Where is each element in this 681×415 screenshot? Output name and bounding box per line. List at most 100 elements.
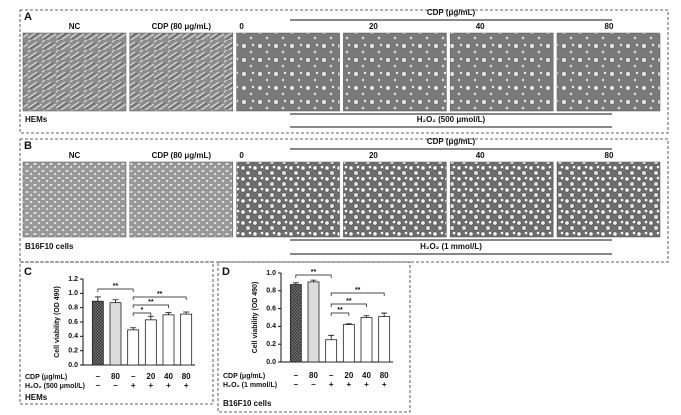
column-header: CDP (80 μg/mL) bbox=[152, 22, 212, 31]
y-tick-label: 1.0 bbox=[266, 270, 276, 277]
significance-label: ** bbox=[157, 291, 163, 298]
y-axis-label: Cell viability (OD 490) bbox=[252, 282, 259, 354]
significance-label: ** bbox=[148, 299, 154, 306]
micrograph bbox=[343, 32, 447, 112]
micrograph bbox=[22, 32, 127, 112]
cdp-header: CDP (μg/mL) bbox=[427, 8, 476, 17]
significance-bracket bbox=[330, 292, 385, 296]
y-tick-label: 0.2 bbox=[68, 348, 78, 355]
column-header: NC bbox=[69, 151, 81, 160]
bar bbox=[325, 339, 338, 363]
bar bbox=[180, 313, 193, 366]
column-header: 80 bbox=[605, 151, 614, 160]
bar bbox=[109, 302, 122, 366]
cell-line: B16F10 cells bbox=[223, 399, 272, 408]
cell-line: B16F10 cells bbox=[25, 242, 74, 251]
column-header: 40 bbox=[476, 22, 485, 31]
y-tick-label: 1.2 bbox=[68, 276, 78, 283]
panel-box bbox=[217, 261, 411, 413]
bar bbox=[289, 284, 302, 363]
bar bbox=[378, 316, 391, 363]
error-bar bbox=[345, 323, 352, 325]
significance-bracket bbox=[132, 296, 187, 300]
row-label: H₂O₂ (500 μmol/L) bbox=[25, 383, 85, 390]
error-bar bbox=[381, 312, 388, 317]
column-header: 40 bbox=[476, 151, 485, 160]
error-bar bbox=[147, 315, 154, 320]
cdp-dose: – bbox=[329, 371, 334, 380]
cdp-dose: 80 bbox=[380, 371, 389, 380]
error-bar bbox=[94, 296, 101, 302]
cdp-header: CDP (μg/mL) bbox=[427, 137, 476, 146]
y-tick-label: 0.6 bbox=[68, 319, 78, 326]
y-tick-label: 0.6 bbox=[266, 305, 276, 312]
y-tick-label: 1.0 bbox=[68, 290, 78, 297]
significance-label: ** bbox=[311, 269, 317, 276]
cell-line: HEMs bbox=[25, 115, 48, 124]
bar bbox=[162, 314, 175, 366]
h2o2-flag: + bbox=[131, 381, 136, 390]
micrograph bbox=[343, 161, 447, 238]
column-header: CDP (80 μg/mL) bbox=[152, 151, 212, 160]
column-header: 0 bbox=[239, 22, 244, 31]
h2o2-flag: – bbox=[311, 380, 316, 389]
cdp-dose: 80 bbox=[111, 372, 120, 381]
micrograph bbox=[449, 32, 554, 112]
error-bar bbox=[310, 279, 317, 282]
significance-bracket bbox=[295, 274, 332, 278]
significance-bracket bbox=[330, 312, 350, 316]
significance-bracket bbox=[132, 312, 152, 316]
significance-label: * bbox=[141, 307, 144, 314]
bar bbox=[307, 281, 320, 363]
micrograph bbox=[449, 161, 554, 238]
error-bar bbox=[328, 334, 335, 340]
h2o2-flag: – bbox=[294, 380, 299, 389]
h2o2-flag: + bbox=[184, 381, 189, 390]
micrograph bbox=[22, 161, 127, 238]
y-tick-label: 0.4 bbox=[266, 323, 276, 330]
panel-label: C bbox=[24, 266, 32, 278]
micrograph bbox=[129, 32, 234, 112]
error-bar bbox=[165, 312, 172, 315]
error-bar bbox=[130, 327, 137, 330]
significance-bracket bbox=[97, 288, 134, 292]
significance-bracket bbox=[132, 304, 169, 308]
panel-box bbox=[19, 9, 669, 134]
significance-bracket bbox=[330, 303, 367, 307]
cdp-dose: 20 bbox=[344, 371, 353, 380]
cdp-dose: 20 bbox=[146, 372, 155, 381]
row-label: CDP (μg/mL) bbox=[25, 374, 67, 381]
cdp-dose: 80 bbox=[309, 371, 318, 380]
column-header: NC bbox=[69, 22, 81, 31]
bar bbox=[144, 319, 157, 366]
bar bbox=[360, 317, 373, 363]
significance-label: ** bbox=[113, 283, 119, 290]
error-bar bbox=[363, 315, 370, 318]
micrograph bbox=[556, 32, 661, 112]
treatment: H₂O₂ (1 mmol/L) bbox=[420, 242, 482, 251]
significance-label: ** bbox=[346, 298, 352, 305]
cdp-dose: – bbox=[131, 372, 136, 381]
y-tick-label: 0.2 bbox=[266, 341, 276, 348]
cdp-dose: – bbox=[96, 372, 101, 381]
bar bbox=[91, 300, 104, 366]
significance-label: ** bbox=[337, 307, 343, 314]
y-tick-label: 0.4 bbox=[68, 333, 78, 340]
cdp-dose: – bbox=[294, 371, 299, 380]
y-tick-label: 0.0 bbox=[68, 362, 78, 369]
h2o2-flag: + bbox=[346, 380, 351, 389]
column-header: 20 bbox=[369, 151, 378, 160]
y-tick-label: 0.0 bbox=[266, 359, 276, 366]
panel-label: B bbox=[24, 140, 32, 152]
column-header: 80 bbox=[605, 22, 614, 31]
panel-label: D bbox=[222, 266, 230, 278]
row-label: H₂O₂ (1 mmol/L) bbox=[223, 382, 277, 389]
h2o2-flag: – bbox=[96, 381, 101, 390]
micrograph bbox=[236, 161, 340, 238]
bar bbox=[127, 329, 140, 366]
column-header: 20 bbox=[369, 22, 378, 31]
bar bbox=[342, 324, 355, 363]
error-bar bbox=[292, 282, 299, 285]
panel-box bbox=[19, 261, 214, 405]
